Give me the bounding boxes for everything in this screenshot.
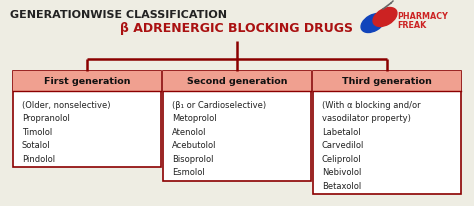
Bar: [13, 72, 161, 168]
Text: β ADRENERGIC BLOCKING DRUGS: β ADRENERGIC BLOCKING DRUGS: [120, 22, 354, 35]
Text: (β₁ or Cardioselective): (β₁ or Cardioselective): [172, 101, 266, 109]
Text: Second generation: Second generation: [187, 77, 287, 86]
Text: Atenolol: Atenolol: [172, 127, 207, 136]
Text: Esmolol: Esmolol: [172, 168, 205, 177]
Ellipse shape: [361, 14, 385, 33]
Text: Carvedilol: Carvedilol: [322, 141, 365, 150]
Bar: [13, 72, 161, 91]
Text: Third generation: Third generation: [342, 77, 432, 86]
Text: Timolol: Timolol: [22, 127, 52, 136]
Bar: [163, 72, 311, 181]
Text: FREAK: FREAK: [397, 21, 426, 30]
Text: (Older, nonselective): (Older, nonselective): [22, 101, 110, 109]
Ellipse shape: [373, 8, 397, 27]
Text: PHARMACY: PHARMACY: [397, 12, 448, 21]
Text: First generation: First generation: [44, 77, 130, 86]
Bar: [313, 72, 461, 194]
Text: (With α blocking and/or: (With α blocking and/or: [322, 101, 420, 109]
Text: Labetalol: Labetalol: [322, 127, 361, 136]
Bar: [313, 72, 461, 91]
Text: Sotalol: Sotalol: [22, 141, 51, 150]
Text: GENERATIONWISE CLASSIFICATION: GENERATIONWISE CLASSIFICATION: [10, 10, 227, 20]
Text: vasodilator property): vasodilator property): [322, 114, 411, 123]
Text: Propranolol: Propranolol: [22, 114, 70, 123]
Text: Acebutolol: Acebutolol: [172, 141, 217, 150]
Text: Bisoprolol: Bisoprolol: [172, 154, 213, 163]
Text: Metoprolol: Metoprolol: [172, 114, 217, 123]
Bar: [163, 72, 311, 91]
Text: Celiprolol: Celiprolol: [322, 154, 362, 163]
Text: Betaxolol: Betaxolol: [322, 181, 361, 190]
Text: Nebivolol: Nebivolol: [322, 168, 361, 177]
Text: Pindolol: Pindolol: [22, 154, 55, 163]
